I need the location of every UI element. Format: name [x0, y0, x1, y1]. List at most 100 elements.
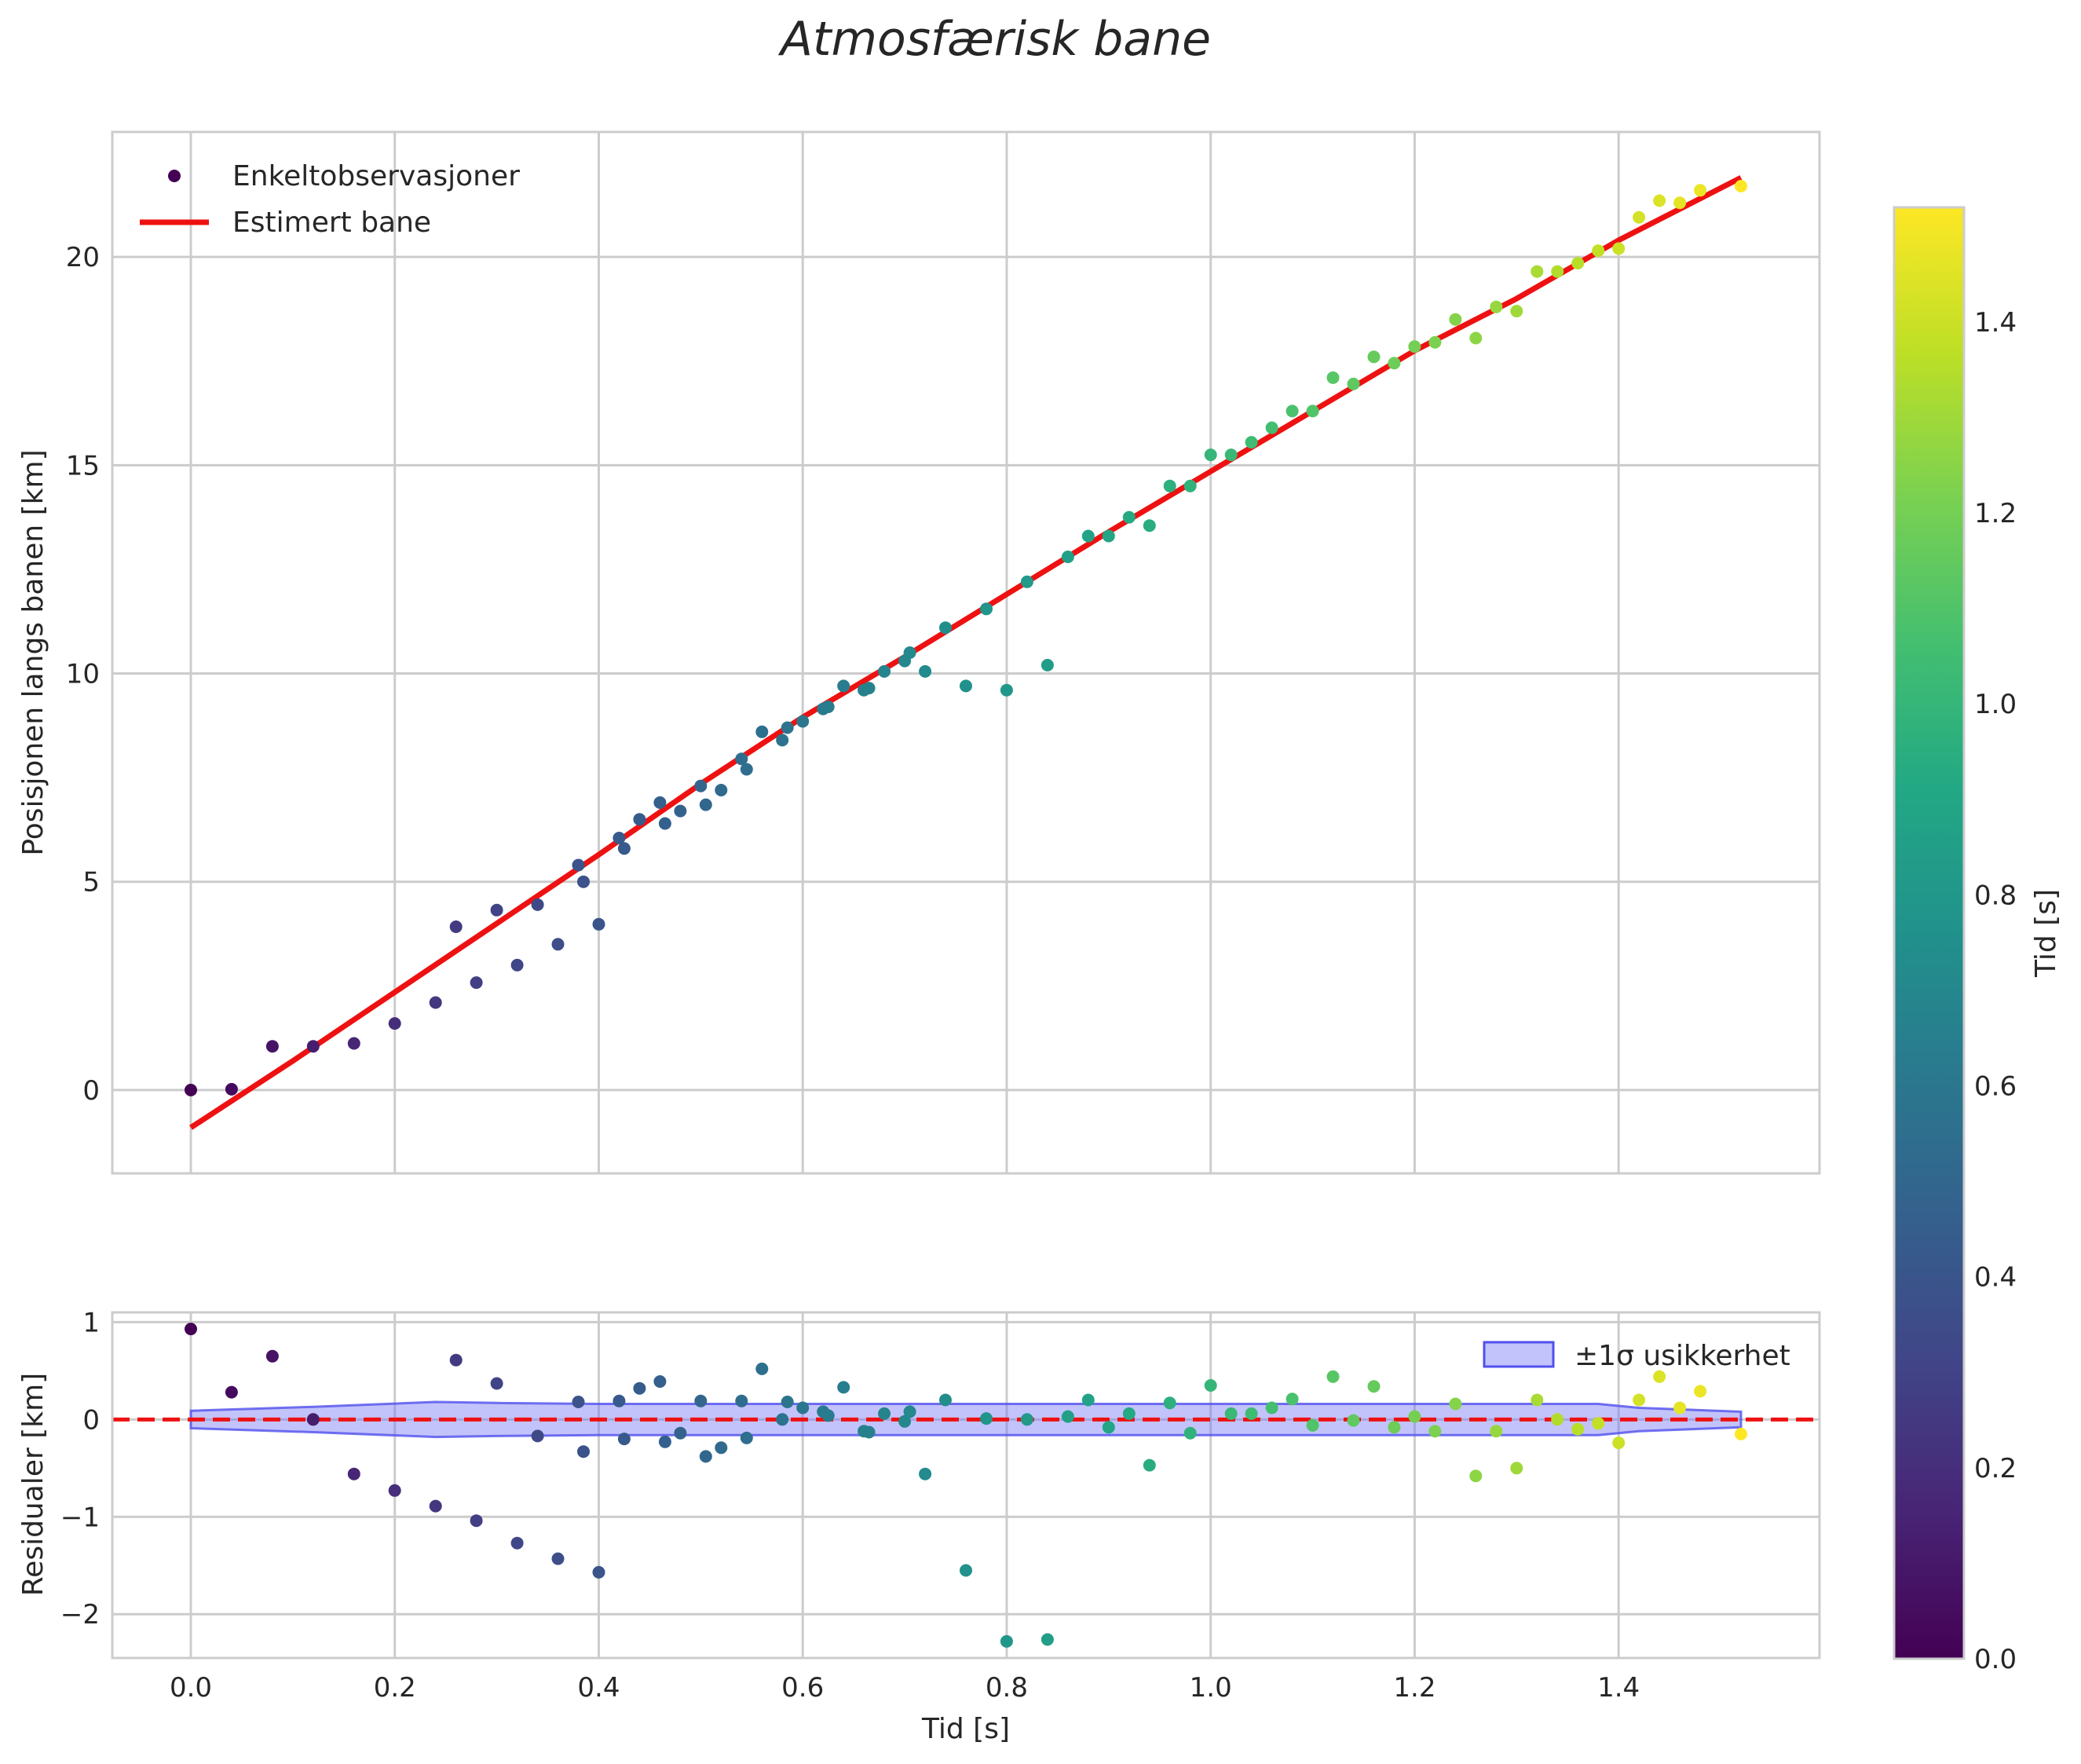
- observation-points: [185, 180, 1747, 1096]
- residual-point: [862, 1425, 876, 1439]
- residual-y-tick-label: 1: [82, 1307, 100, 1338]
- residual-y-tick-label: −2: [60, 1599, 100, 1630]
- colorbar-tick-label: 0.4: [1974, 1262, 2017, 1294]
- residual-point: [1224, 1407, 1238, 1420]
- residual-point: [694, 1394, 708, 1407]
- observation-point: [1204, 448, 1217, 462]
- residual-points: [185, 1323, 1747, 1648]
- observation-point: [674, 804, 687, 818]
- observation-point: [1306, 404, 1319, 418]
- x-tick-label: 0.4: [577, 1672, 620, 1704]
- x-tick-label: 0.6: [781, 1672, 824, 1704]
- observation-point: [265, 1040, 279, 1053]
- observation-point: [903, 646, 916, 659]
- residual-point: [821, 1409, 835, 1422]
- residual-point: [1469, 1469, 1483, 1483]
- observation-point: [796, 715, 810, 728]
- residual-point: [740, 1431, 753, 1444]
- observation-point: [577, 875, 590, 888]
- observation-point: [1510, 305, 1523, 318]
- observation-point: [821, 701, 835, 713]
- observation-point: [429, 996, 442, 1009]
- residual-x-ticks: 0.0 0.2 0.4 0.6 0.8 1.0 1.2 1.4: [170, 1672, 1640, 1704]
- residual-point: [919, 1467, 932, 1480]
- x-tick-label: 1.4: [1597, 1672, 1640, 1704]
- main-y-tick-label: 10: [66, 659, 100, 690]
- legend-scatter-label: Enkeltobservasjoner: [232, 160, 520, 192]
- main-y-axis-label: Posisjonen langs banen [km]: [17, 449, 49, 855]
- observation-point: [1408, 340, 1421, 353]
- residual-point: [1653, 1370, 1666, 1383]
- residual-point: [1551, 1413, 1564, 1426]
- residual-point: [1592, 1417, 1605, 1430]
- residual-point: [1245, 1407, 1258, 1420]
- observation-point: [1694, 184, 1707, 197]
- observation-point: [1571, 257, 1585, 270]
- x-tick-label: 0.2: [374, 1672, 416, 1704]
- residual-point: [1306, 1418, 1319, 1432]
- residual-point: [1122, 1407, 1136, 1420]
- observation-point: [694, 779, 708, 792]
- colorbar-ticks: 0.0 0.2 0.4 0.6 0.8 1.0 1.2 1.4: [1974, 307, 2017, 1675]
- residual-point: [1183, 1426, 1197, 1440]
- observation-point: [1286, 404, 1299, 418]
- residual-point: [510, 1536, 524, 1550]
- residual-point: [633, 1382, 646, 1395]
- main-y-ticks: 0 5 10 15 20: [66, 242, 100, 1107]
- residual-point: [1633, 1393, 1646, 1407]
- residual-point: [306, 1413, 320, 1426]
- residual-point: [837, 1381, 850, 1394]
- residual-plot: −2 −1 0 1 0.0 0.2 0.4 0.6 0.8 1.0 1.2 1.4 Residual…: [17, 1307, 1821, 1745]
- main-legend: Enkeltobservasjoner Estimert bane: [140, 160, 520, 239]
- observation-point: [1081, 529, 1095, 543]
- residual-plot-frame: [111, 1311, 1821, 1660]
- observation-point: [572, 858, 585, 872]
- observation-point: [531, 898, 544, 911]
- observation-point: [735, 752, 748, 766]
- residual-point: [1000, 1634, 1013, 1648]
- residual-point: [1571, 1422, 1585, 1436]
- observation-point: [1490, 300, 1503, 313]
- observation-point: [347, 1037, 360, 1050]
- colorbar-tick-label: 0.0: [1974, 1644, 2017, 1675]
- residual-point: [617, 1433, 631, 1446]
- colorbar-tick-label: 1.4: [1974, 307, 2017, 339]
- residual-point: [1428, 1425, 1442, 1438]
- residual-point: [1531, 1393, 1544, 1407]
- colorbar-tick-label: 1.0: [1974, 689, 2017, 720]
- observation-point: [551, 938, 565, 951]
- colorbar-label: Tid [s]: [2030, 889, 2062, 978]
- x-tick-label: 1.2: [1393, 1672, 1435, 1704]
- observation-point: [1000, 683, 1013, 697]
- residual-point: [531, 1429, 544, 1443]
- observation-point: [1347, 377, 1360, 390]
- observation-point: [388, 1017, 401, 1030]
- colorbar-tick-label: 1.2: [1974, 498, 2017, 529]
- residual-point: [1020, 1413, 1033, 1426]
- residual-point: [1510, 1462, 1523, 1475]
- residual-point: [185, 1323, 197, 1336]
- residual-point: [1612, 1436, 1626, 1450]
- residual-point: [1367, 1380, 1381, 1393]
- observation-point: [878, 664, 891, 678]
- chart-title: Atmosfærisk bane: [777, 12, 1211, 67]
- residual-point: [1408, 1410, 1421, 1423]
- residual-point: [898, 1414, 912, 1428]
- observation-point: [1653, 194, 1666, 207]
- residual-point: [674, 1426, 687, 1440]
- residual-y-tick-label: −1: [60, 1502, 100, 1533]
- observation-point: [1040, 658, 1054, 672]
- legend-band-label: ±1σ usikkerhet: [1574, 1340, 1790, 1372]
- residual-point: [1061, 1410, 1074, 1423]
- observation-point: [225, 1082, 238, 1096]
- observation-point: [1061, 551, 1074, 563]
- residual-point: [1265, 1401, 1278, 1414]
- residual-point: [577, 1445, 590, 1458]
- observation-point: [1531, 265, 1544, 278]
- observation-point: [185, 1083, 197, 1096]
- residual-point: [781, 1396, 794, 1408]
- observation-point: [617, 842, 631, 855]
- residual-point: [776, 1413, 789, 1426]
- observation-point: [1612, 242, 1626, 255]
